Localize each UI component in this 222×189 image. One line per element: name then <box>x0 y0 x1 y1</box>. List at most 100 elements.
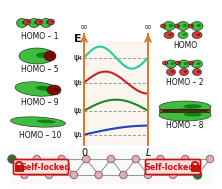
Circle shape <box>33 155 41 163</box>
Circle shape <box>132 155 140 163</box>
Text: E: E <box>74 34 82 44</box>
Circle shape <box>95 171 102 179</box>
Ellipse shape <box>28 19 40 28</box>
Ellipse shape <box>183 24 187 27</box>
Ellipse shape <box>24 19 30 25</box>
Ellipse shape <box>44 51 56 61</box>
Text: ∞: ∞ <box>144 22 152 32</box>
Ellipse shape <box>192 60 202 68</box>
Ellipse shape <box>192 68 202 75</box>
Ellipse shape <box>184 70 187 73</box>
Ellipse shape <box>165 62 167 64</box>
Ellipse shape <box>177 25 179 26</box>
Ellipse shape <box>16 19 28 28</box>
Ellipse shape <box>40 19 52 28</box>
Ellipse shape <box>36 52 49 58</box>
Circle shape <box>45 171 53 179</box>
Ellipse shape <box>176 61 180 65</box>
Circle shape <box>107 155 115 163</box>
Bar <box>15 164 23 170</box>
Ellipse shape <box>163 61 168 65</box>
Text: L: L <box>145 148 151 158</box>
Bar <box>84 41 148 145</box>
Text: Self-locked: Self-locked <box>20 163 70 171</box>
Ellipse shape <box>180 68 188 75</box>
Ellipse shape <box>188 61 194 65</box>
Text: ψ₃: ψ₃ <box>73 78 82 87</box>
Ellipse shape <box>191 25 193 26</box>
Ellipse shape <box>184 62 188 65</box>
Circle shape <box>70 171 78 179</box>
Ellipse shape <box>15 82 59 96</box>
Ellipse shape <box>163 25 165 26</box>
Ellipse shape <box>178 32 188 39</box>
Ellipse shape <box>27 21 29 23</box>
Ellipse shape <box>171 62 174 65</box>
Text: HOMO: HOMO <box>173 41 197 50</box>
Circle shape <box>193 171 202 179</box>
Ellipse shape <box>50 54 54 57</box>
Ellipse shape <box>165 60 176 68</box>
Circle shape <box>181 155 189 163</box>
Ellipse shape <box>197 24 201 27</box>
Ellipse shape <box>178 60 190 68</box>
Text: 0: 0 <box>81 148 87 158</box>
Ellipse shape <box>197 62 200 65</box>
Circle shape <box>206 155 214 163</box>
Ellipse shape <box>159 109 211 121</box>
Text: HOMO – 2: HOMO – 2 <box>166 78 204 87</box>
Ellipse shape <box>184 112 202 116</box>
Ellipse shape <box>159 101 211 113</box>
Ellipse shape <box>171 70 174 73</box>
Bar <box>10 149 212 185</box>
Circle shape <box>58 155 65 163</box>
Circle shape <box>144 171 152 179</box>
FancyBboxPatch shape <box>14 160 69 174</box>
Circle shape <box>8 155 16 163</box>
Ellipse shape <box>161 24 165 28</box>
Ellipse shape <box>178 62 180 64</box>
Text: HOMO – 5: HOMO – 5 <box>21 65 59 74</box>
Bar <box>191 164 199 170</box>
Ellipse shape <box>169 24 173 27</box>
Ellipse shape <box>184 104 202 108</box>
Ellipse shape <box>197 33 200 36</box>
Ellipse shape <box>192 32 202 39</box>
Ellipse shape <box>48 19 54 25</box>
Text: ψ₁: ψ₁ <box>73 130 82 139</box>
Circle shape <box>21 171 28 179</box>
Ellipse shape <box>47 85 61 95</box>
Circle shape <box>82 155 90 163</box>
Ellipse shape <box>169 33 172 36</box>
Ellipse shape <box>183 33 186 36</box>
Ellipse shape <box>37 120 56 123</box>
Ellipse shape <box>163 22 175 30</box>
Circle shape <box>120 171 127 179</box>
Text: ψ₂: ψ₂ <box>73 106 82 115</box>
Ellipse shape <box>197 70 200 73</box>
FancyBboxPatch shape <box>145 160 200 174</box>
Circle shape <box>169 171 177 179</box>
Text: HOMO – 10: HOMO – 10 <box>19 131 61 140</box>
Circle shape <box>157 155 164 163</box>
Ellipse shape <box>191 62 193 64</box>
Ellipse shape <box>46 21 50 24</box>
Text: ψ₄: ψ₄ <box>73 53 82 62</box>
Ellipse shape <box>54 88 59 91</box>
Text: HOMO – 9: HOMO – 9 <box>21 98 59 107</box>
Ellipse shape <box>39 21 41 23</box>
Ellipse shape <box>10 117 65 127</box>
Text: HOMO – 1: HOMO – 1 <box>21 32 59 41</box>
Ellipse shape <box>166 68 176 75</box>
Bar <box>159 109 211 113</box>
Ellipse shape <box>19 48 55 64</box>
Text: HOMO – 8: HOMO – 8 <box>166 121 204 130</box>
Text: Self-locked: Self-locked <box>144 163 194 171</box>
Ellipse shape <box>188 24 194 28</box>
Ellipse shape <box>22 21 26 24</box>
Ellipse shape <box>191 22 203 30</box>
Ellipse shape <box>177 22 189 30</box>
Ellipse shape <box>34 21 38 24</box>
Text: ∞: ∞ <box>80 22 88 32</box>
Ellipse shape <box>164 32 174 39</box>
